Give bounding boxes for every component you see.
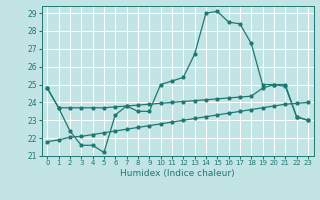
X-axis label: Humidex (Indice chaleur): Humidex (Indice chaleur) [120,169,235,178]
